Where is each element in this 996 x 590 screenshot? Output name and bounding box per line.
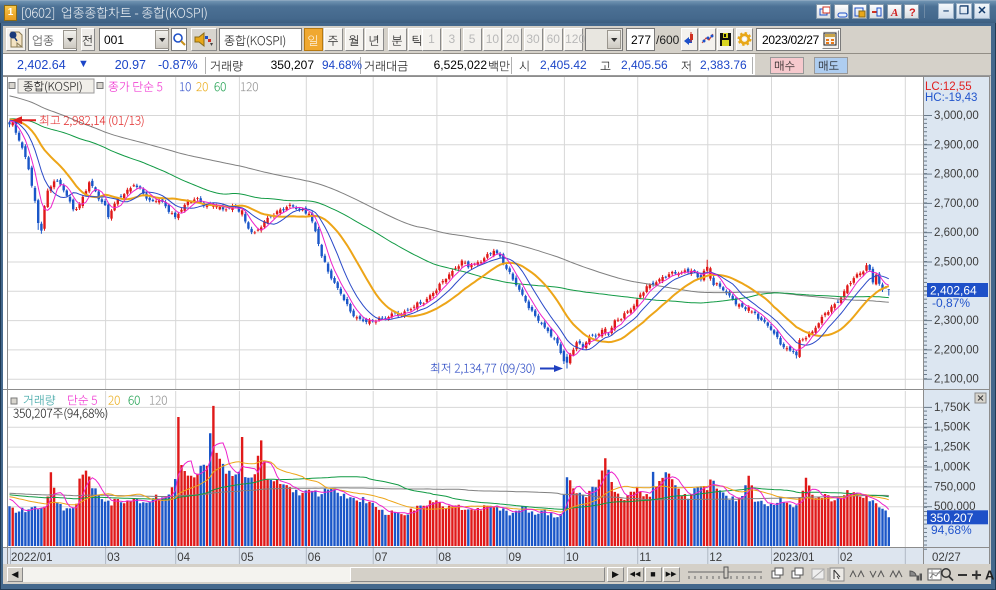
svg-text:05: 05 xyxy=(241,552,254,564)
svg-text:1,250K: 1,250K xyxy=(934,442,971,454)
svg-text:A: A xyxy=(985,568,995,583)
svg-text:HC:-19,43: HC:-19,43 xyxy=(925,92,977,104)
svg-text:04: 04 xyxy=(177,552,190,564)
svg-text:06: 06 xyxy=(308,552,321,564)
svg-text:02: 02 xyxy=(840,552,853,564)
svg-text:10: 10 xyxy=(566,552,579,564)
svg-text:2022/01: 2022/01 xyxy=(11,552,53,564)
svg-text:2,402,64: 2,402,64 xyxy=(930,284,977,298)
svg-text:2,500,00: 2,500,00 xyxy=(934,257,979,269)
svg-text:LC:12,55: LC:12,55 xyxy=(925,81,972,93)
svg-text:2,900,00: 2,900,00 xyxy=(934,139,979,151)
svg-text:2,200,00: 2,200,00 xyxy=(934,344,979,356)
svg-text:1,750K: 1,750K xyxy=(934,402,971,414)
svg-text:A: A xyxy=(890,7,898,18)
svg-text:1,000K: 1,000K xyxy=(934,462,971,474)
svg-text:2,700,00: 2,700,00 xyxy=(934,198,979,210)
svg-text:2,300,00: 2,300,00 xyxy=(934,315,979,327)
svg-text:12: 12 xyxy=(709,552,722,564)
svg-text:94,68%: 94,68% xyxy=(931,523,972,537)
svg-text:2,100,00: 2,100,00 xyxy=(934,374,979,386)
svg-text:1,500K: 1,500K xyxy=(934,422,971,434)
svg-text:09: 09 xyxy=(509,552,522,564)
svg-text:11: 11 xyxy=(639,552,651,564)
svg-text:-0,87%: -0,87% xyxy=(932,296,970,310)
svg-text:2023/01: 2023/01 xyxy=(773,552,815,564)
svg-text:07: 07 xyxy=(375,552,388,564)
svg-text:500,000: 500,000 xyxy=(934,501,976,513)
svg-text:03: 03 xyxy=(107,552,120,564)
svg-text:2,600,00: 2,600,00 xyxy=(934,227,979,239)
svg-text:02/27: 02/27 xyxy=(932,552,961,564)
svg-text:2,800,00: 2,800,00 xyxy=(934,169,979,181)
svg-text:?: ? xyxy=(909,7,916,18)
svg-text:350,207: 350,207 xyxy=(930,511,974,525)
svg-text:3,000,00: 3,000,00 xyxy=(934,110,979,122)
svg-text:750,000: 750,000 xyxy=(934,481,976,493)
svg-text:08: 08 xyxy=(438,552,451,564)
